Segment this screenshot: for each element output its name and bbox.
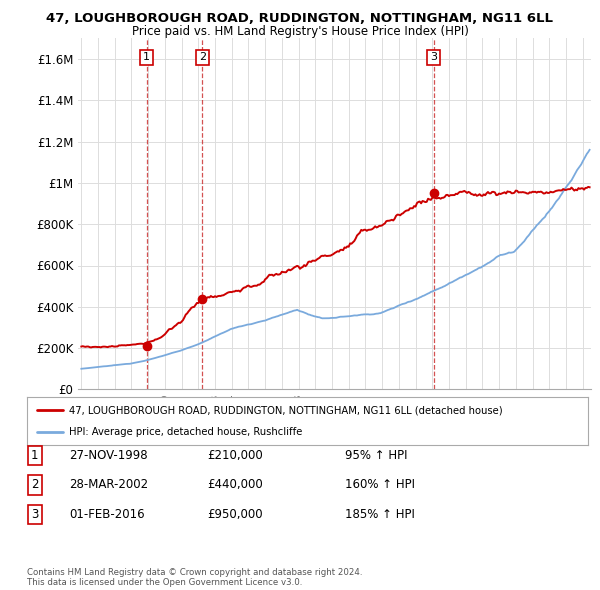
Text: 3: 3: [31, 508, 38, 521]
Text: 95% ↑ HPI: 95% ↑ HPI: [345, 449, 407, 462]
Text: Price paid vs. HM Land Registry's House Price Index (HPI): Price paid vs. HM Land Registry's House …: [131, 25, 469, 38]
Text: 47, LOUGHBOROUGH ROAD, RUDDINGTON, NOTTINGHAM, NG11 6LL (detached house): 47, LOUGHBOROUGH ROAD, RUDDINGTON, NOTTI…: [69, 405, 503, 415]
Text: 28-MAR-2002: 28-MAR-2002: [69, 478, 148, 491]
Text: £950,000: £950,000: [207, 508, 263, 521]
Text: 47, LOUGHBOROUGH ROAD, RUDDINGTON, NOTTINGHAM, NG11 6LL: 47, LOUGHBOROUGH ROAD, RUDDINGTON, NOTTI…: [47, 12, 554, 25]
Text: £210,000: £210,000: [207, 449, 263, 462]
Text: 01-FEB-2016: 01-FEB-2016: [69, 508, 145, 521]
Text: 2: 2: [31, 478, 38, 491]
Text: 185% ↑ HPI: 185% ↑ HPI: [345, 508, 415, 521]
Text: 3: 3: [430, 53, 437, 63]
Text: 160% ↑ HPI: 160% ↑ HPI: [345, 478, 415, 491]
Text: 1: 1: [143, 53, 150, 63]
Text: HPI: Average price, detached house, Rushcliffe: HPI: Average price, detached house, Rush…: [69, 427, 302, 437]
Text: Contains HM Land Registry data © Crown copyright and database right 2024.
This d: Contains HM Land Registry data © Crown c…: [27, 568, 362, 587]
Text: 27-NOV-1998: 27-NOV-1998: [69, 449, 148, 462]
Text: 2: 2: [199, 53, 206, 63]
Text: 1: 1: [31, 449, 38, 462]
Text: £440,000: £440,000: [207, 478, 263, 491]
